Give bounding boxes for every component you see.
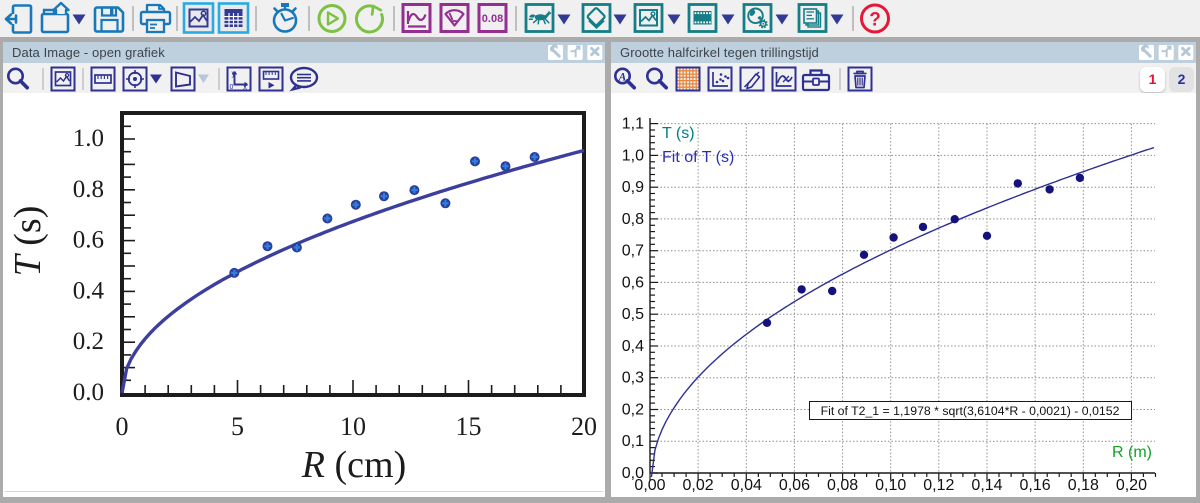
svg-text:?: ? [869,10,881,31]
svg-text:x: x [243,83,247,92]
svg-text:0.6: 0.6 [73,227,104,254]
svg-text:0,10: 0,10 [875,477,906,494]
svg-text:0,08: 0,08 [827,477,858,494]
svg-text:0,2: 0,2 [622,402,644,419]
svg-text:0,5: 0,5 [622,306,644,323]
svg-text:y: y [232,69,236,78]
svg-text:0.0: 0.0 [73,379,104,406]
svg-text:0,6: 0,6 [622,274,644,291]
svg-text:10: 10 [340,412,366,441]
svg-text:0,02: 0,02 [683,477,714,494]
svg-text:5: 5 [231,412,244,441]
svg-text:Fit of T (s): Fit of T (s) [662,149,734,166]
svg-text:0,04: 0,04 [731,477,762,494]
svg-text:0,1: 0,1 [622,433,644,450]
svg-text:0: 0 [230,84,234,91]
svg-text:0,0: 0,0 [622,465,644,482]
svg-text:0.2: 0.2 [73,328,104,355]
svg-text:0,20: 0,20 [1116,477,1147,494]
svg-text:0,8: 0,8 [622,211,644,228]
svg-text:0,00: 0,00 [634,477,665,494]
svg-text:1,0: 1,0 [622,147,644,164]
svg-text:20: 20 [571,412,597,441]
svg-text:1,1: 1,1 [622,116,644,133]
svg-text:0,18: 0,18 [1068,477,1099,494]
svg-text:R (cm): R (cm) [301,444,406,486]
svg-text:0,3: 0,3 [622,370,644,387]
svg-text:0.8: 0.8 [73,176,104,203]
svg-text:T (s): T (s) [7,206,49,277]
svg-text:0: 0 [116,412,129,441]
svg-text:0,12: 0,12 [923,477,954,494]
svg-text:0.08: 0.08 [482,13,503,25]
svg-text:0.4: 0.4 [73,277,105,304]
svg-text:0,06: 0,06 [779,477,810,494]
svg-text:15: 15 [456,412,482,441]
svg-text:0,14: 0,14 [971,477,1002,494]
svg-text:Fit of T2_1 = 1,1978 * sqrt(3,: Fit of T2_1 = 1,1978 * sqrt(3,6104*R - 0… [821,404,1120,418]
svg-text:0,7: 0,7 [622,243,644,260]
svg-text:R (m): R (m) [1112,444,1152,461]
svg-text:0,9: 0,9 [622,179,644,196]
svg-text:A: A [618,72,627,84]
svg-text:0,16: 0,16 [1020,477,1051,494]
svg-text:T (s): T (s) [662,125,695,142]
svg-text:0,4: 0,4 [622,338,644,355]
svg-text:1.0: 1.0 [73,125,104,152]
